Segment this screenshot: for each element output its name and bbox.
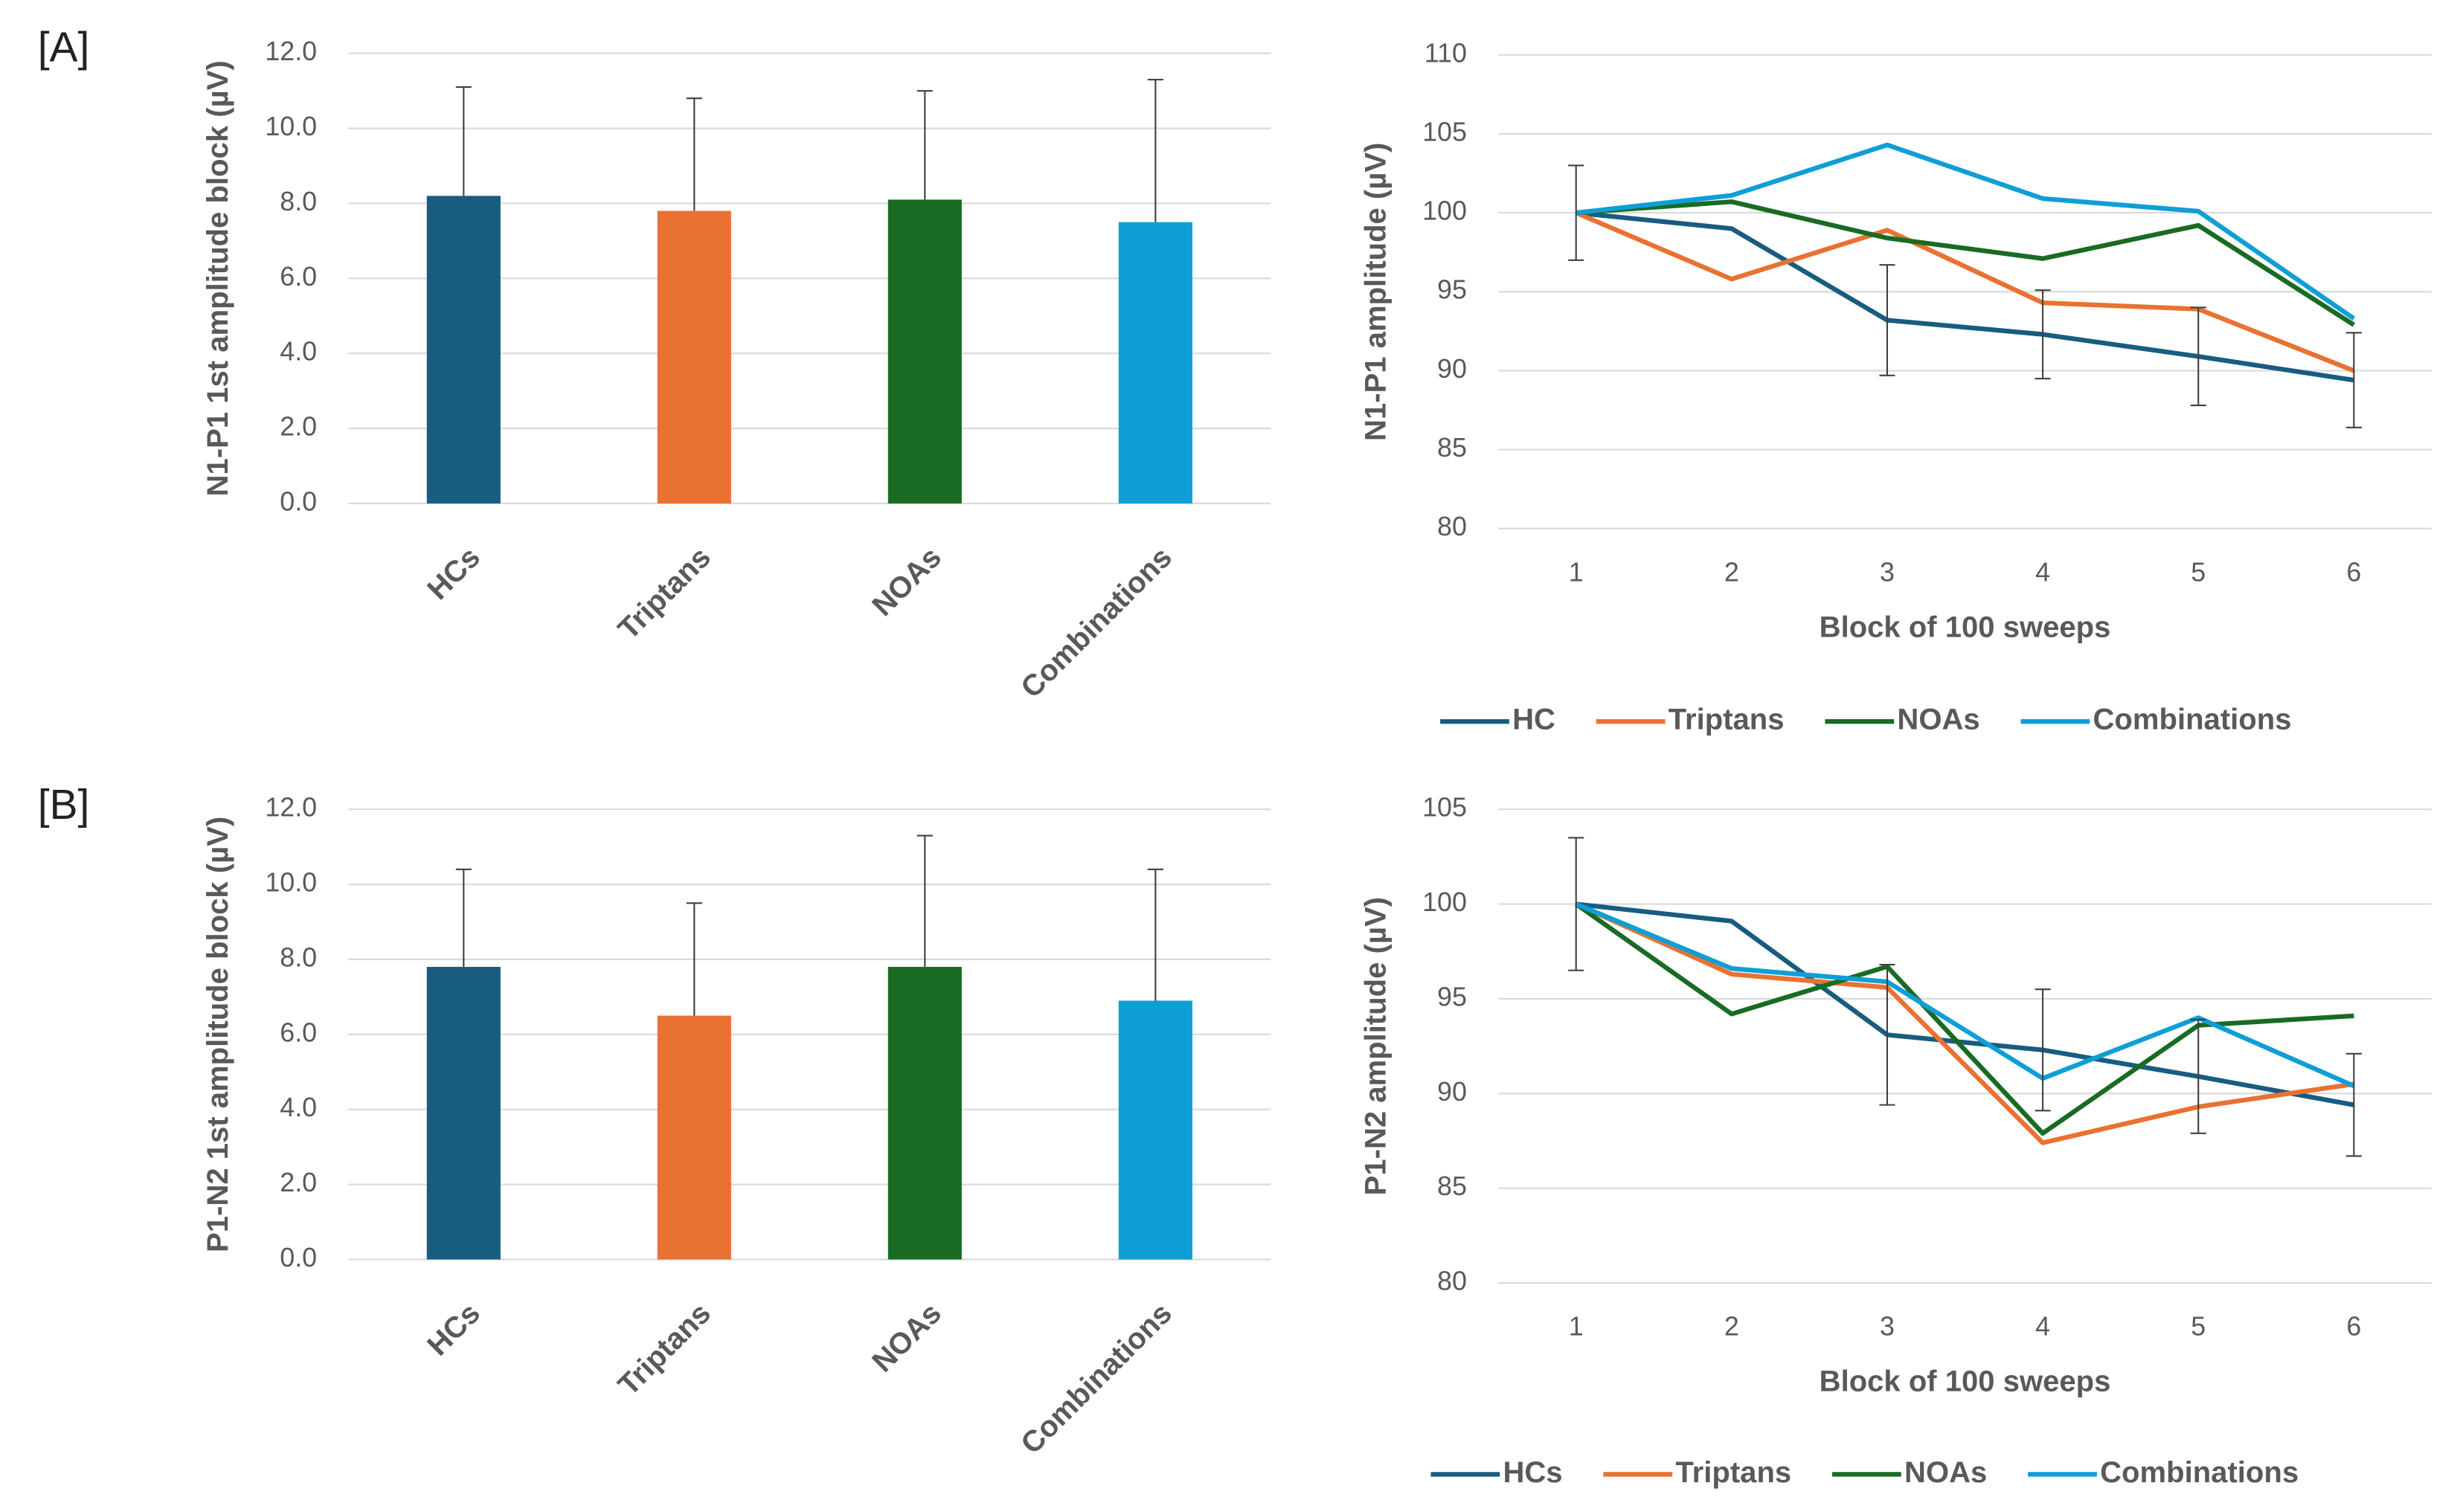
line-series [1574,901,2354,1136]
x-tick-label: HCs [421,1297,486,1363]
legend-label: Combinations [2093,704,2292,736]
legend-label: Combinations [2100,1456,2299,1489]
bar [1118,1000,1192,1260]
line-series [1576,210,2354,383]
x-tick-label: 4 [2035,557,2050,587]
legend-label: Triptans [1675,1456,1791,1489]
y-tick-label: 80 [1437,512,1467,541]
error-bar [686,902,702,1016]
y-tick-label: 95 [1437,982,1467,1011]
x-tick-label: NOAs [866,541,948,623]
x-tick-label: Triptans [612,1297,717,1402]
y-tick-label: 80 [1437,1267,1467,1296]
error-bar [916,834,933,968]
y-tick-label: 0.0 [280,486,317,516]
x-tick-label: 6 [2346,557,2361,587]
legend-label: HC [1512,704,1555,736]
x-tick-label: 5 [2191,1312,2206,1342]
y-tick-label: 10.0 [265,112,317,141]
y-tick-label: 0.0 [280,1243,317,1273]
legend-label: NOAs [1904,1456,1987,1489]
y-tick-label: 85 [1437,1171,1467,1201]
line-series [1576,199,2356,327]
legend-label: Triptans [1669,704,1785,736]
error-bar [1568,164,1584,261]
error-bar [2190,1018,2206,1134]
error-bar [1879,964,1895,1106]
error-bar [2190,306,2206,407]
y-tick-label: 4.0 [280,1093,317,1122]
line-series [1575,901,2355,1089]
y-tick-label: 12.0 [265,793,317,823]
x-tick-label: 2 [1724,1312,1739,1342]
y-tick-label: 95 [1437,275,1467,305]
bar [1118,222,1192,504]
y-tick-label: 4.0 [280,337,317,367]
error-bar [2035,289,2051,380]
y-tick-label: 8.0 [280,942,317,972]
error-bar [2035,988,2051,1112]
y-axis-title: P1-N2 amplitude (µV) [1359,897,1392,1195]
legend-label: NOAs [1897,704,1979,736]
error-bar [916,90,933,200]
error-bar [1147,868,1163,1001]
legend-label: HCs [1503,1456,1562,1489]
bar [887,199,962,504]
x-axis-title: Block of 100 sweeps [1820,611,2111,643]
y-axis-title: N1-P1 amplitude (µV) [1359,143,1392,441]
bar [887,967,962,1260]
y-tick-label: 85 [1437,433,1467,463]
line-series [1575,210,2355,373]
error-bar [686,97,702,211]
line-series [1576,142,2356,321]
x-tick-label: 4 [2035,1312,2050,1342]
y-tick-label: 8.0 [280,187,317,216]
error-bar [1147,78,1163,222]
y-tick-label: 2.0 [280,1168,317,1197]
y-tick-label: 100 [1422,887,1467,917]
x-tick-label: 1 [1569,557,1584,587]
y-tick-label: 6.0 [280,1017,317,1047]
y-tick-label: 100 [1422,196,1467,226]
line-series [1575,901,2354,1145]
y-tick-label: 6.0 [280,262,317,292]
error-bar [1879,264,1895,376]
panel-label: [A] [38,24,90,71]
bar [426,967,501,1260]
y-tick-label: 12.0 [265,36,317,66]
x-tick-label: Triptans [612,541,717,646]
error-bar [1568,837,1584,971]
y-tick-label: 105 [1422,117,1467,147]
bar [657,1015,731,1260]
y-tick-label: 110 [1425,38,1467,68]
x-tick-label: HCs [421,541,486,606]
y-axis-title: P1-N2 1st amplitude block (µV) [202,817,234,1252]
error-bar [455,868,472,968]
x-tick-label: 3 [1880,1312,1895,1342]
error-bar [2345,332,2362,428]
y-tick-label: 105 [1422,793,1467,823]
bar [426,196,501,504]
y-tick-label: 10.0 [265,868,317,898]
x-tick-label: Combinations [1015,541,1178,704]
x-tick-label: Combinations [1015,1297,1178,1461]
y-tick-label: 90 [1437,354,1467,384]
x-tick-label: 6 [2346,1312,2361,1342]
error-bar [455,86,472,196]
bar [657,210,731,504]
error-bar [2345,1052,2362,1157]
y-tick-label: 2.0 [280,412,317,442]
x-axis-title: Block of 100 sweeps [1820,1365,2111,1398]
x-tick-label: 2 [1724,557,1739,587]
x-tick-label: NOAs [866,1297,948,1379]
panel-label: [B] [38,781,90,829]
x-tick-label: 1 [1569,1312,1584,1342]
x-tick-label: 5 [2191,557,2206,587]
y-tick-label: 90 [1437,1077,1467,1107]
line-series [1576,901,2354,1107]
y-axis-title: N1-P1 1st amplitude block (µV) [202,60,234,496]
x-tick-label: 3 [1880,557,1895,587]
